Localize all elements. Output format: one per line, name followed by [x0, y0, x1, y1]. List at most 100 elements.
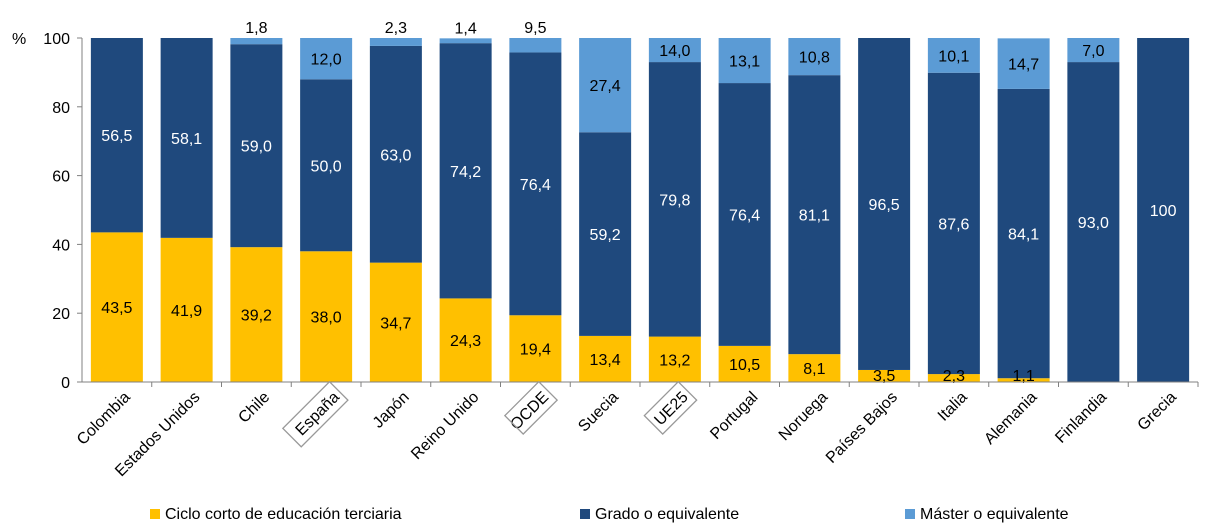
data-label: 1,8 — [245, 20, 267, 37]
legend: Ciclo corto de educación terciaria Grado … — [150, 506, 1069, 523]
bar-segment — [788, 38, 841, 76]
bar-segment — [718, 38, 771, 84]
x-tick-label: España — [293, 389, 343, 439]
legend-label: Grado o equivalente — [595, 506, 739, 523]
x-tick-group: Finlandia — [1052, 389, 1110, 447]
data-label: 84,1 — [1008, 227, 1039, 244]
data-label: 43,5 — [101, 300, 132, 317]
x-tick-group: Chile — [235, 389, 273, 427]
x-label-box — [281, 380, 349, 448]
bar-segment — [648, 62, 701, 337]
data-label: 24,3 — [450, 333, 481, 350]
y-tick-label: 60 — [52, 169, 70, 186]
legend-swatch — [580, 509, 590, 519]
bar-segment — [230, 44, 283, 248]
x-tick-group: Suecia — [575, 389, 622, 436]
bar-segment — [439, 38, 492, 44]
data-label: 9,5 — [524, 20, 546, 37]
data-label: 81,1 — [799, 208, 830, 225]
bar-segment — [369, 45, 422, 263]
bars — [90, 38, 1190, 383]
bar-segment — [439, 298, 492, 382]
bar-segment — [579, 38, 632, 133]
x-tick-group: España — [281, 380, 349, 448]
x-tick-label: Noruega — [776, 389, 831, 444]
data-label: 8,1 — [803, 361, 825, 378]
legend-label: Máster o equivalente — [920, 506, 1069, 523]
data-label: 10,1 — [938, 48, 969, 65]
bar-segment — [369, 262, 422, 382]
bar-segment — [300, 251, 353, 382]
bar-segment — [648, 336, 701, 382]
data-label: 58,1 — [171, 131, 202, 148]
bar-segment — [1137, 38, 1190, 382]
bar-segment — [579, 335, 632, 382]
y-tick-label: 80 — [52, 100, 70, 117]
x-tick-label: Chile — [235, 389, 273, 427]
data-label: 63,0 — [380, 147, 411, 164]
x-tick-group: OCDE — [503, 380, 559, 435]
bar-segment — [509, 52, 562, 316]
data-label: 39,2 — [241, 308, 272, 325]
bar-segment — [927, 72, 980, 375]
bar-segment — [927, 38, 980, 73]
bar-segment — [788, 354, 841, 382]
y-axis: 0 20 40 60 80 100 — [43, 31, 83, 392]
data-label: 34,7 — [380, 315, 411, 332]
x-tick-group: Noruega — [776, 389, 831, 444]
data-label: 1,4 — [455, 20, 477, 37]
data-label: 56,5 — [101, 128, 132, 145]
data-label: 79,8 — [659, 192, 690, 209]
data-label: 13,1 — [729, 54, 760, 71]
data-label: 10,5 — [729, 357, 760, 374]
bar-segment — [997, 88, 1050, 379]
data-label: 12,0 — [311, 52, 342, 69]
bar-segment — [300, 38, 353, 80]
data-label: 10,8 — [799, 50, 830, 67]
x-tick-label: Alemania — [981, 389, 1040, 448]
data-label: 59,2 — [590, 227, 621, 244]
data-label: 93,0 — [1078, 215, 1109, 232]
y-unit-label: % — [12, 31, 26, 48]
legend-swatch — [905, 509, 915, 519]
bar-segment — [230, 38, 283, 45]
data-label: 7,0 — [1082, 43, 1104, 60]
bar-segment — [718, 345, 771, 382]
data-label: 41,9 — [171, 303, 202, 320]
x-label-box — [643, 380, 698, 435]
x-tick-group: Países Bajos — [823, 389, 901, 467]
x-tick-group: Portugal — [707, 389, 761, 443]
bar-segment — [997, 38, 1050, 89]
bar-segment — [1067, 38, 1120, 63]
bar-segment — [509, 315, 562, 382]
x-tick-label: Japón — [370, 389, 413, 432]
bar-segment — [1067, 62, 1120, 383]
bar-segment — [927, 374, 980, 382]
bar-segment — [718, 83, 771, 346]
bar-segment — [90, 38, 143, 233]
x-tick-group: Italia — [935, 389, 971, 425]
bar-segment — [788, 75, 841, 355]
data-label: 76,4 — [520, 177, 551, 194]
x-tick-label: Italia — [935, 389, 971, 425]
data-label: 14,0 — [659, 43, 690, 60]
x-tick-label: Reino Unido — [408, 389, 482, 463]
data-label: 76,4 — [729, 207, 760, 224]
bar-segment — [90, 232, 143, 382]
x-tick-group: Alemania — [981, 389, 1040, 448]
data-label: 2,3 — [385, 20, 407, 37]
bar-segment — [160, 237, 213, 382]
x-tick-label: Finlandia — [1052, 389, 1110, 447]
bar-segment — [509, 38, 562, 53]
data-labels: 43,5 56,5 41,9 58,1 39,2 59,0 1,8 38,0 50,0 12,0 3… — [101, 20, 1176, 385]
x-tick-group: Colombia — [74, 389, 134, 449]
y-tick-label: 100 — [43, 31, 70, 48]
data-label: 74,2 — [450, 164, 481, 181]
data-label: 27,4 — [590, 78, 621, 95]
bar-segment — [300, 79, 353, 252]
x-tick-label: UE25 — [651, 389, 691, 429]
bar-segment — [858, 38, 911, 370]
data-label: 50,0 — [311, 158, 342, 175]
